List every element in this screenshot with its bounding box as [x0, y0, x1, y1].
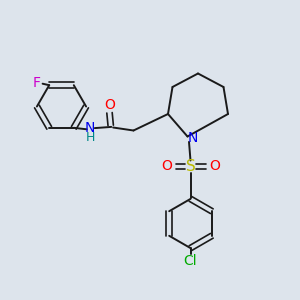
Text: Cl: Cl	[184, 254, 197, 268]
Text: F: F	[33, 76, 41, 90]
Text: O: O	[209, 160, 220, 173]
Text: S: S	[186, 159, 195, 174]
Text: H: H	[86, 131, 96, 144]
Text: N: N	[85, 121, 95, 135]
Text: O: O	[161, 160, 172, 173]
Text: N: N	[188, 131, 198, 145]
Text: O: O	[104, 98, 115, 112]
